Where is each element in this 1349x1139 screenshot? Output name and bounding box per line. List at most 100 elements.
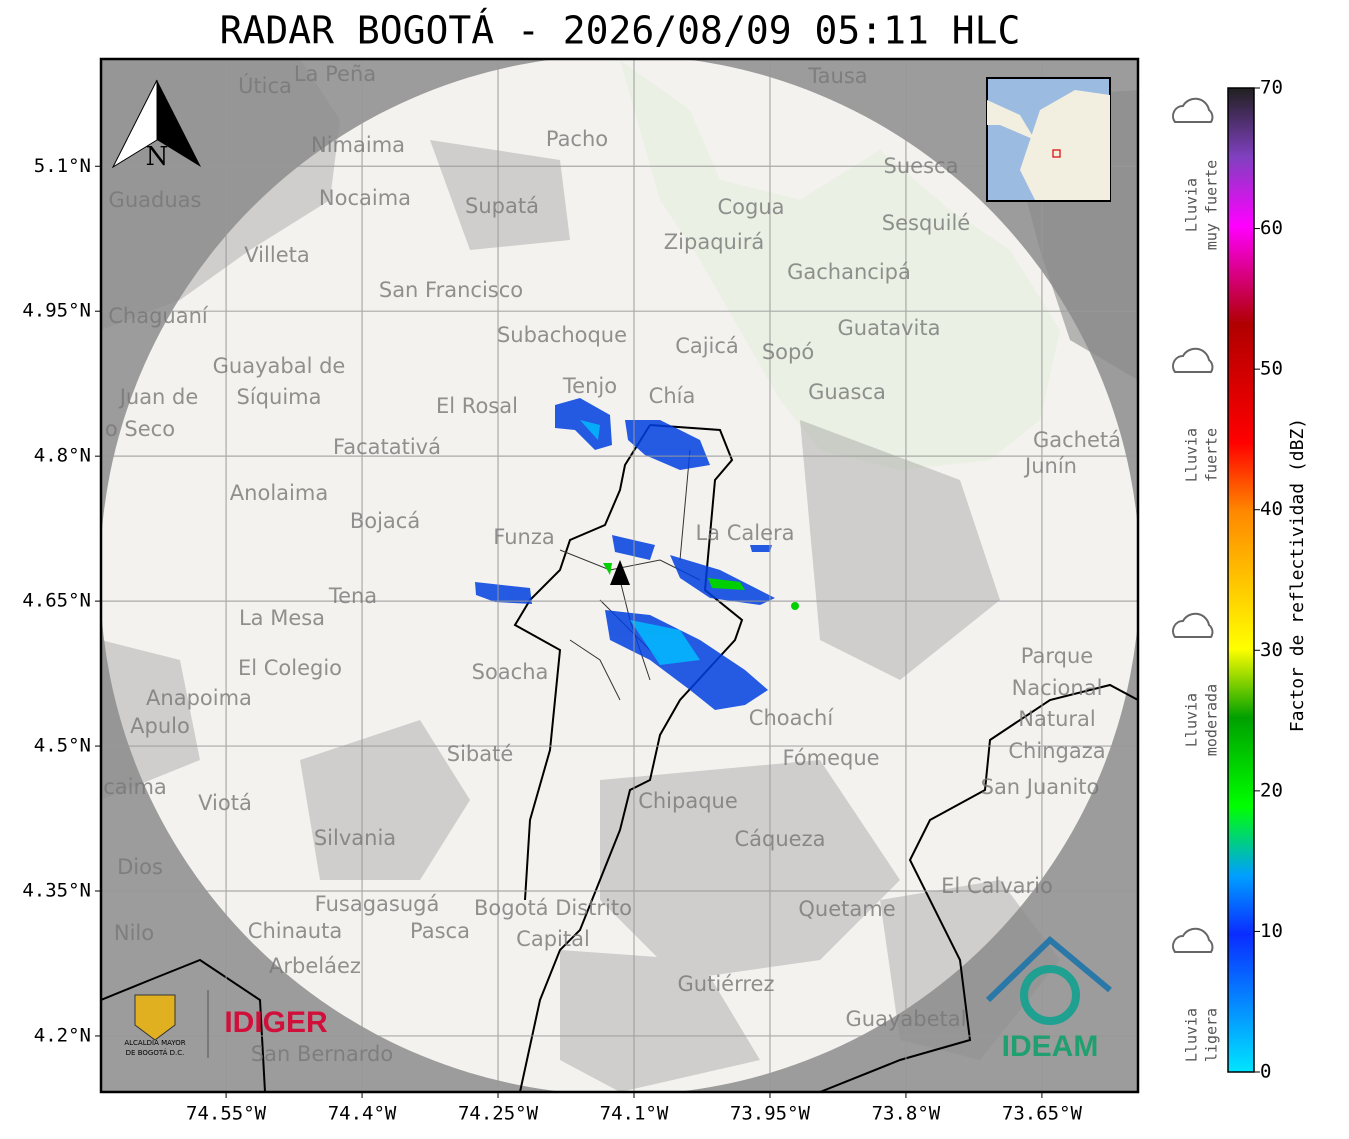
colorbar-tick-label: 20 <box>1260 779 1283 801</box>
x-tick-label: 74.4°W <box>328 1103 397 1125</box>
north-arrow: N <box>111 79 201 172</box>
place-label: San Bernardo <box>251 1042 393 1066</box>
place-label: Útica <box>238 73 292 98</box>
place-label: Juan de <box>118 385 199 409</box>
rain-level-label: Lluvia <box>1183 1008 1201 1062</box>
place-label: o Seco <box>105 417 175 441</box>
logo-text: ALCALDÍA MAYOR <box>124 1038 185 1047</box>
place-label: El Rosal <box>436 394 518 418</box>
place-label: Guatavita <box>838 316 941 340</box>
place-label: Dios <box>117 855 163 879</box>
place-label: Bogotá Distrito <box>474 896 632 920</box>
colorbar-tick-label: 50 <box>1260 358 1283 380</box>
place-label: Guayabal de <box>213 354 346 378</box>
place-label: Suesca <box>884 154 959 178</box>
x-tick-label: 73.95°W <box>730 1103 811 1125</box>
place-label: Cáqueza <box>735 827 826 851</box>
place-label: Nilo <box>114 921 154 945</box>
place-label: Viotá <box>198 791 252 815</box>
map-frame <box>99 57 1140 1094</box>
rain-level-label: muy fuerte <box>1203 160 1221 250</box>
colorbar-tick-label: 40 <box>1260 498 1283 520</box>
place-label: Pacho <box>546 127 608 151</box>
y-tick-label: 4.35°N <box>22 880 91 902</box>
place-label: Chinauta <box>248 919 342 943</box>
place-label: San Juanito <box>981 775 1100 799</box>
place-label: Chaguaní <box>108 304 209 328</box>
place-label: Gutiérrez <box>678 972 775 996</box>
rain-icon <box>1172 927 1214 953</box>
rain-level-label: Lluvia <box>1183 178 1201 232</box>
y-tick-label: 4.8°N <box>34 445 91 467</box>
place-label: Parque <box>1021 644 1093 668</box>
place-label: Guaduas <box>109 188 202 212</box>
place-label: Quetame <box>798 897 895 921</box>
place-label: Funza <box>493 525 554 549</box>
logo-text: IDEAM <box>1002 1030 1099 1063</box>
y-tick-label: 4.2°N <box>34 1024 91 1046</box>
place-label: Tausa <box>807 64 867 88</box>
place-label: Pasca <box>410 919 470 943</box>
x-tick-label: 73.65°W <box>1002 1103 1083 1125</box>
x-tick-label: 74.1°W <box>600 1103 669 1125</box>
place-label: Junín <box>1023 454 1077 478</box>
place-label: Gachancipá <box>787 260 911 284</box>
place-label: Soacha <box>472 660 549 684</box>
y-tick-label: 5.1°N <box>34 155 91 177</box>
place-label: caima <box>103 775 167 799</box>
rain-level-label: Lluvia <box>1183 693 1201 747</box>
logo-alcaldia: ALCALDÍA MAYOR DE BOGOTÁ D.C. IDIGER <box>124 990 328 1058</box>
x-tick-label: 73.8°W <box>872 1103 941 1125</box>
place-label: Chingaza <box>1008 739 1105 763</box>
place-label: Chipaque <box>638 789 738 813</box>
place-label: Sopó <box>762 340 814 364</box>
title: RADAR BOGOTÁ - 2026/08/09 05:11 HLC <box>220 9 1021 53</box>
place-label: Supatá <box>465 194 539 218</box>
place-label: Villeta <box>244 243 309 267</box>
place-label: Nimaima <box>311 133 405 157</box>
place-label: Cogua <box>717 195 784 219</box>
place-label: Zipaquirá <box>664 230 764 254</box>
rain-level-label: fuerte <box>1203 428 1221 482</box>
logo-ideam: IDEAM <box>985 935 1112 1063</box>
place-label: Guayabetal <box>846 1007 967 1031</box>
rain-icon <box>1172 612 1214 638</box>
place-label: Tena <box>328 584 377 608</box>
place-label: Sesquilé <box>882 211 970 235</box>
place-label: La Peña <box>294 62 376 86</box>
place-label: Cajicá <box>675 334 739 358</box>
place-label: Anapoima <box>146 686 252 710</box>
place-label: Subachoque <box>497 323 627 347</box>
rain-level-label: moderada <box>1203 684 1221 756</box>
colorbar-tick-label: 70 <box>1260 77 1283 99</box>
place-label: El Calvario <box>941 874 1053 898</box>
place-label: Bojacá <box>350 509 420 533</box>
place-label: Fómeque <box>782 746 879 770</box>
place-label: Gachetá <box>1033 428 1121 452</box>
place-label: Nocaima <box>319 186 411 210</box>
rain-level-label: Lluvia <box>1183 428 1201 482</box>
place-label: Silvania <box>314 826 396 850</box>
place-label: Apulo <box>130 714 190 738</box>
place-label: La Mesa <box>239 606 325 630</box>
rain-icon <box>1172 347 1214 373</box>
place-label: Natural <box>1018 707 1095 731</box>
place-label: La Calera <box>695 521 794 545</box>
place-label: Fusagasugá <box>315 892 440 916</box>
colorbar <box>1227 87 1255 1073</box>
colorbar-tick-label: 30 <box>1260 639 1283 661</box>
place-label: Capital <box>516 927 590 951</box>
y-tick-label: 4.65°N <box>22 590 91 612</box>
place-label: Chía <box>649 384 696 408</box>
place-label: Choachí <box>749 706 835 730</box>
place-label: Facatativá <box>333 435 441 459</box>
x-tick-label: 74.55°W <box>186 1103 267 1125</box>
rain-level-label: ligera <box>1203 1008 1221 1062</box>
inset-map <box>986 77 1111 202</box>
place-label: Arbeláez <box>269 954 361 978</box>
x-tick-label: 74.25°W <box>458 1103 539 1125</box>
place-label: Síquima <box>237 385 322 409</box>
rain-icon <box>1172 97 1214 123</box>
colorbar-tick-label: 60 <box>1260 217 1283 239</box>
